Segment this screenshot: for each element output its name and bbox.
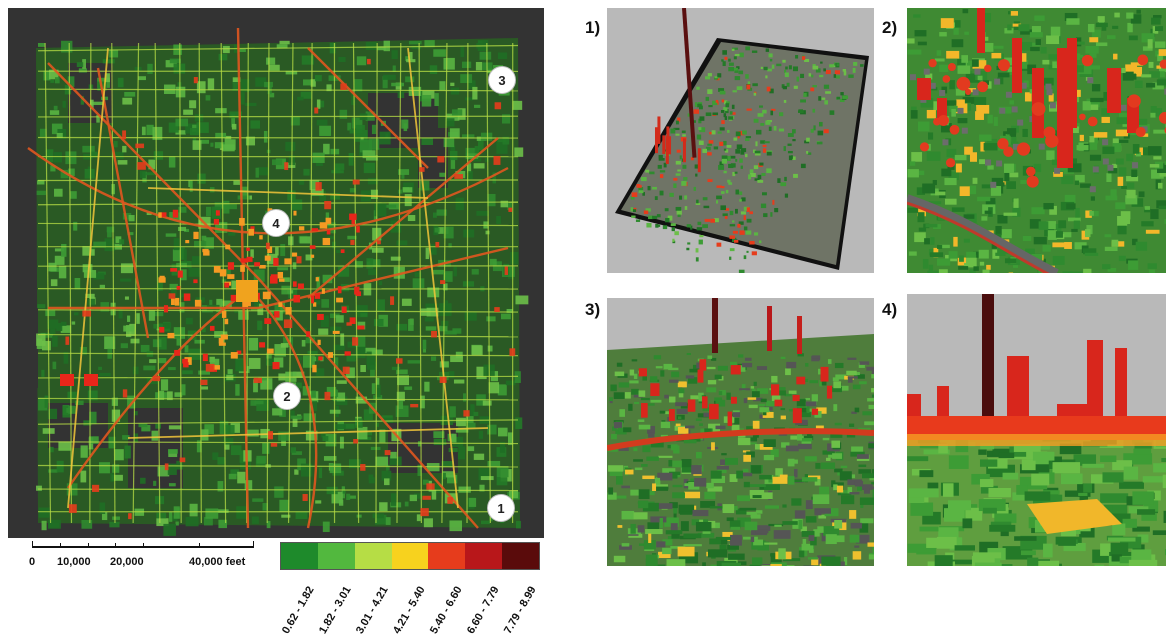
map-marker-2[interactable]: 2 — [273, 382, 301, 410]
scale-bar-tick — [115, 543, 116, 548]
legend-swatch — [317, 543, 355, 569]
legend-class-label: 6.60 - 7.79 — [464, 584, 502, 636]
scale-bar-tick — [60, 543, 61, 548]
scale-label-20000: 20,000 — [110, 556, 144, 568]
panel-label-4: 4) — [882, 300, 898, 319]
map-marker-4[interactable]: 4 — [262, 209, 290, 237]
panel-label-3: 3) — [585, 300, 601, 319]
panel-4-perspective-3d — [907, 294, 1166, 566]
scale-bar-tick — [199, 543, 200, 548]
scale-bar-tick — [32, 541, 33, 548]
panel-label-2: 2) — [882, 18, 898, 37]
legend-swatch — [354, 543, 392, 569]
legend-class-label: 4.21 - 5.40 — [391, 584, 428, 636]
legend-class-label: 3.01 - 4.21 — [354, 584, 391, 636]
legend-class-label: 7.79 - 8.99 — [501, 584, 539, 636]
map-canvas — [18, 27, 529, 536]
panel-3-perspective-3d — [607, 298, 874, 566]
legend-class-label: 0.62 - 1.82 — [280, 584, 318, 636]
legend-swatch — [465, 543, 503, 569]
scale-label-0: 0 — [29, 556, 36, 568]
legend-class-label: 1.82 - 3.01 — [317, 584, 354, 636]
legend-swatch — [502, 543, 540, 569]
legend-swatch — [428, 543, 466, 569]
legend-swatch — [281, 543, 318, 569]
map-marker-3[interactable]: 3 — [488, 66, 516, 94]
legend-color-ramp — [280, 542, 540, 570]
panel-label-1: 1) — [585, 18, 601, 37]
panel-1-overview-3d — [607, 8, 874, 273]
legend-swatch — [391, 543, 429, 569]
density-map — [8, 8, 544, 538]
scale-bar-tick — [143, 543, 144, 548]
scale-label-10000: 10,000 — [57, 556, 91, 568]
scale-bar-tick — [88, 543, 89, 548]
scale-bar-tick — [253, 541, 254, 548]
panel-2-perspective-3d — [907, 8, 1166, 273]
map-marker-1[interactable]: 1 — [487, 494, 515, 522]
legend-class-label: 5.40 - 6.60 — [427, 584, 465, 636]
scale-label-40000: 40,000 feet — [189, 556, 246, 568]
